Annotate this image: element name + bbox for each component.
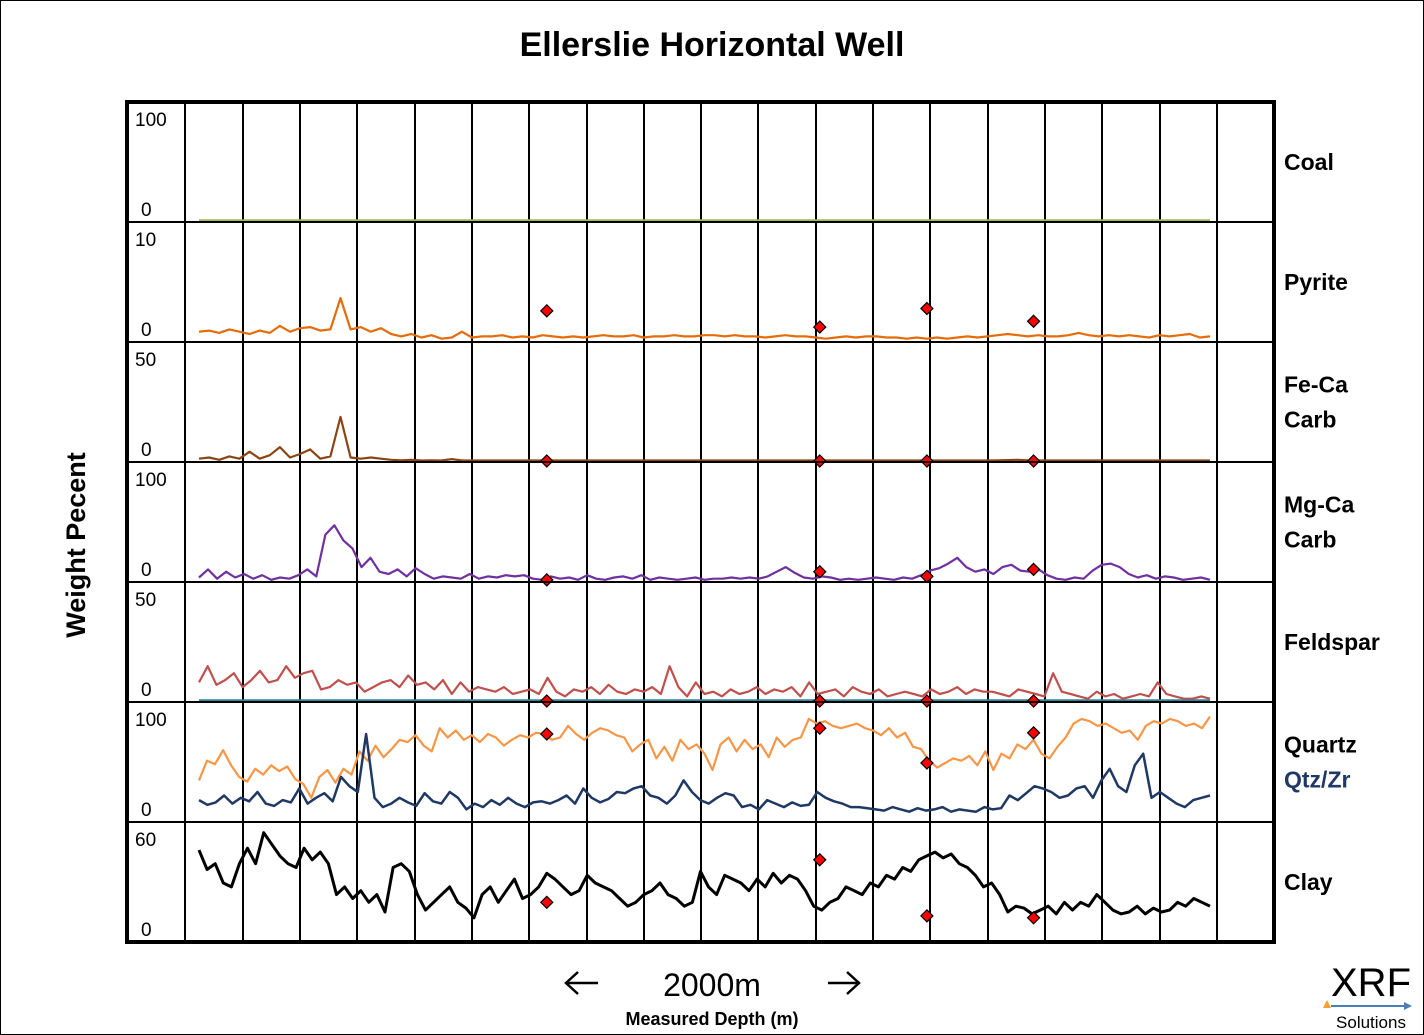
plot-border xyxy=(125,100,1276,944)
track-label: Feldspar xyxy=(1284,629,1380,655)
sample-marker xyxy=(1026,314,1041,329)
sample-marker xyxy=(539,895,554,910)
track-feldspar: 50 0 Feldspar xyxy=(127,581,1380,708)
track-label: Fe-Ca xyxy=(1284,372,1348,398)
sample-marker xyxy=(812,564,827,579)
track-coal: 100 0 Coal xyxy=(135,110,1334,223)
sample-marker xyxy=(812,852,827,867)
series-qtzzr xyxy=(198,732,1211,813)
sample-marker xyxy=(1026,910,1041,925)
track-label: Mg-Ca xyxy=(1284,492,1354,518)
right-arrow-head-icon xyxy=(846,971,861,995)
series-feldspar xyxy=(198,665,1211,700)
tick-label-top: 100 xyxy=(135,710,167,731)
series-mgcacarb xyxy=(198,524,1211,581)
tick-label-bottom: 0 xyxy=(141,800,152,821)
track-label: Qtz/Zr xyxy=(1284,767,1350,793)
tick-label-bottom: 0 xyxy=(141,440,152,461)
tick-label-bottom: 0 xyxy=(141,920,152,941)
sample-marker xyxy=(812,721,827,736)
tick-label-bottom: 0 xyxy=(141,680,152,701)
series-quartz xyxy=(197,715,1211,799)
series-fecacarb xyxy=(198,415,1210,462)
logo-arrowhead-icon xyxy=(1404,1002,1412,1010)
sample-marker xyxy=(539,303,554,318)
series-clay xyxy=(197,831,1211,920)
track-label: Carb xyxy=(1284,407,1336,433)
x-axis-title: Measured Depth (m) xyxy=(625,1009,798,1029)
left-arrow-head-icon xyxy=(564,971,579,995)
xrf-logo: XRF Solutions xyxy=(1323,961,1412,1032)
tick-label-top: 10 xyxy=(135,230,156,251)
sample-marker xyxy=(812,320,827,334)
track-clay: 60 0 Clay xyxy=(127,821,1333,941)
track-label: Coal xyxy=(1284,149,1334,175)
x-scale-label: 2000m xyxy=(663,967,761,1003)
sample-marker xyxy=(920,569,934,584)
tick-label-bottom: 0 xyxy=(141,320,152,341)
sample-marker xyxy=(539,727,554,741)
sample-marker xyxy=(1026,725,1041,740)
tick-label-bottom: 0 xyxy=(141,200,152,221)
depth-scale: 2000m Measured Depth (m) xyxy=(564,967,861,1029)
sample-marker xyxy=(1026,562,1041,577)
y-axis-title: Weight Pecent xyxy=(61,452,91,638)
track-label: Carb xyxy=(1284,527,1336,553)
sample-marker xyxy=(920,756,934,770)
logo-subtext: Solutions xyxy=(1336,1013,1406,1032)
track-pyrite: 10 0 Pyrite xyxy=(127,221,1348,341)
tick-label-top: 60 xyxy=(135,830,156,851)
series-pyrite xyxy=(198,297,1211,340)
tick-label-top: 50 xyxy=(135,350,156,371)
track-mg-ca-carb: 100 0 Mg-Ca Carb xyxy=(127,461,1354,587)
tick-label-bottom: 0 xyxy=(141,560,152,581)
logo-text: XRF xyxy=(1331,961,1411,1005)
sample-marker xyxy=(920,909,934,923)
logo-triangle-icon xyxy=(1323,1000,1331,1008)
chart-tracks: 1000Coal100Pyrite500Fe-CaCarb1000Mg-CaCa… xyxy=(127,110,1380,941)
chart-title: Ellerslie Horizontal Well xyxy=(520,26,905,64)
track-quartz: 100 0 Quartz Qtz/Zr xyxy=(127,701,1357,821)
tick-label-top: 50 xyxy=(135,590,156,611)
track-label: Pyrite xyxy=(1284,269,1348,295)
chart-grid xyxy=(184,102,1218,942)
track-label: Clay xyxy=(1284,869,1333,895)
tick-label-top: 100 xyxy=(135,470,167,491)
track-fe-ca-carb: 50 0 Fe-Ca Carb xyxy=(127,341,1348,468)
tick-label-top: 100 xyxy=(135,110,167,131)
sample-marker xyxy=(920,301,934,316)
track-label: Quartz xyxy=(1284,732,1357,758)
